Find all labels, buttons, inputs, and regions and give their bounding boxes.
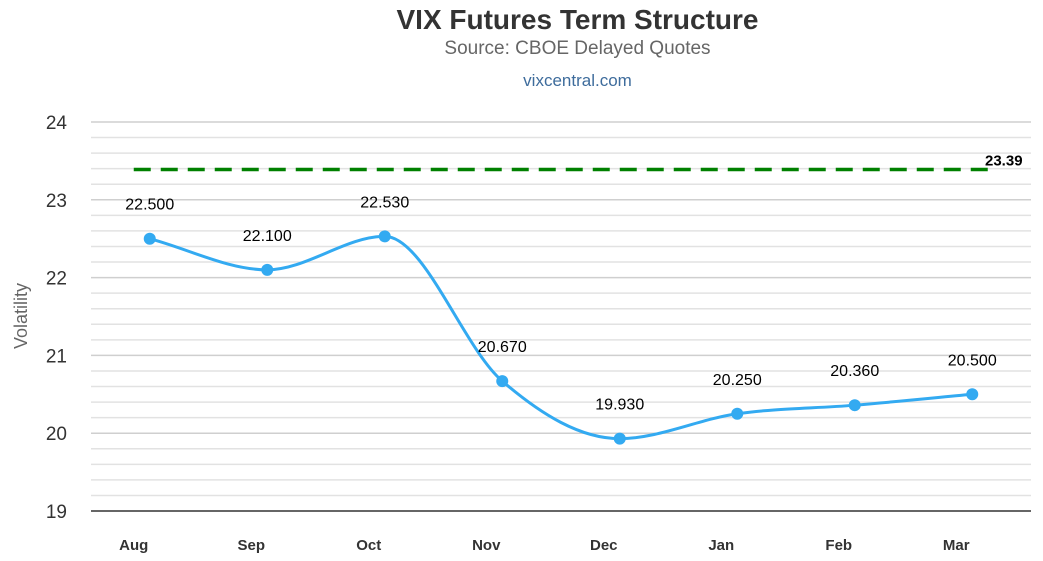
x-tick-label: Sep xyxy=(237,537,265,554)
series-points xyxy=(143,230,979,445)
data-point[interactable] xyxy=(143,232,156,245)
data-label: 20.360 xyxy=(830,363,879,380)
series-line xyxy=(149,234,973,441)
x-tick-label: Oct xyxy=(356,537,381,554)
reference-line-label: 23.39 xyxy=(985,152,1023,169)
data-label: 22.530 xyxy=(360,194,409,211)
y-tick-label: 19 xyxy=(46,502,67,523)
y-tick-label: 20 xyxy=(46,424,67,445)
data-point[interactable] xyxy=(731,407,744,420)
source-link[interactable]: vixcentral.com xyxy=(523,71,632,90)
x-tick-label: Dec xyxy=(590,537,618,554)
data-point[interactable] xyxy=(496,375,509,388)
data-point[interactable] xyxy=(261,263,274,276)
data-label: 20.500 xyxy=(948,352,997,369)
data-point[interactable] xyxy=(848,399,861,412)
x-tick-label: Jan xyxy=(708,537,734,554)
x-tick-label: Aug xyxy=(119,537,148,554)
y-tick-label: 22 xyxy=(46,269,67,290)
data-label: 22.500 xyxy=(125,197,174,214)
data-label: 20.250 xyxy=(713,372,762,389)
data-point[interactable] xyxy=(378,230,391,243)
y-tick-label: 23 xyxy=(46,191,67,212)
x-tick-label: Mar xyxy=(943,537,970,554)
data-labels: 22.500 22.100 22.530 20.670 19.930 20.250 20.3… xyxy=(125,194,997,413)
x-tick-label: Nov xyxy=(472,537,501,554)
chart-subtitle: Source: CBOE Delayed Quotes xyxy=(444,38,711,59)
y-tick-label: 24 xyxy=(46,113,68,134)
y-tick-label: 21 xyxy=(46,346,67,367)
data-point[interactable] xyxy=(613,432,626,445)
data-label: 19.930 xyxy=(595,397,644,414)
x-tick-label: Feb xyxy=(825,537,852,554)
data-label: 22.100 xyxy=(243,228,292,245)
y-axis-ticks: 19 20 21 22 23 24 xyxy=(46,113,68,523)
chart-title: VIX Futures Term Structure xyxy=(396,4,759,35)
y-axis-label: Volatility xyxy=(11,283,31,349)
data-label: 20.670 xyxy=(478,339,527,356)
x-axis-ticks: Aug Sep Oct Nov Dec Jan Feb Mar xyxy=(119,537,970,554)
gridlines xyxy=(91,121,1031,497)
data-point[interactable] xyxy=(966,388,979,401)
